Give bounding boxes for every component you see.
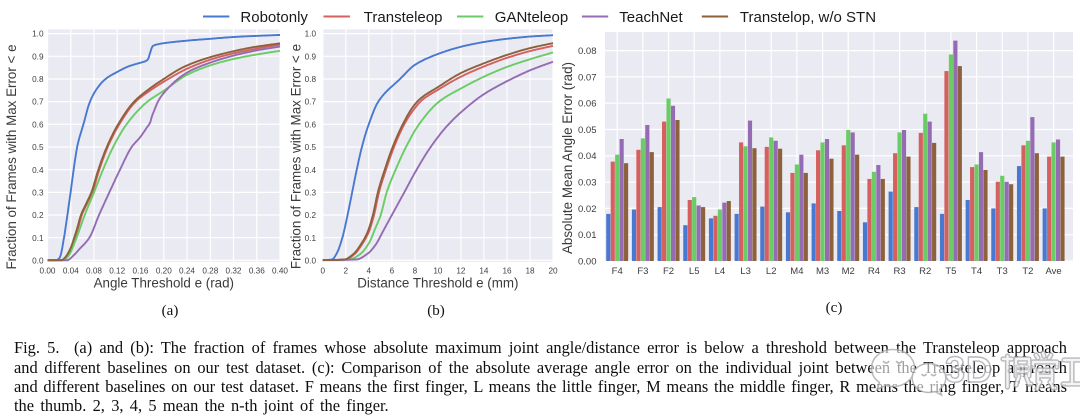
svg-text:0.04: 0.04 [63, 266, 79, 275]
svg-text:GANteleop: GANteleop [495, 9, 568, 26]
svg-text:0.2: 0.2 [32, 211, 44, 220]
svg-text:14: 14 [479, 266, 489, 275]
svg-text:Transteleop: Transteleop [364, 9, 443, 26]
svg-text:M4: M4 [790, 266, 803, 277]
svg-text:1.0: 1.0 [32, 30, 44, 39]
svg-text:R3: R3 [894, 266, 906, 277]
svg-text:12: 12 [456, 266, 466, 275]
svg-text:Absolute Mean Angle Error (rad: Absolute Mean Angle Error (rad) [560, 62, 575, 254]
svg-text:T3: T3 [997, 266, 1008, 277]
svg-text:Distance Threshold e (mm): Distance Threshold e (mm) [357, 275, 518, 290]
svg-text:Robotonly: Robotonly [240, 9, 308, 26]
svg-text:R4: R4 [868, 266, 880, 277]
svg-text:Transtelop, w/o STN: Transtelop, w/o STN [740, 9, 876, 26]
svg-text:0.6: 0.6 [32, 120, 44, 129]
svg-text:R2: R2 [919, 266, 931, 277]
svg-text:10: 10 [433, 266, 443, 275]
svg-text:(b): (b) [427, 303, 445, 319]
svg-text:F4: F4 [612, 266, 623, 277]
svg-text:0.24: 0.24 [179, 266, 195, 275]
svg-text:0.2: 0.2 [305, 211, 317, 220]
svg-text:0.32: 0.32 [226, 266, 242, 275]
svg-text:0.28: 0.28 [202, 266, 218, 275]
svg-text:0.5: 0.5 [32, 143, 44, 152]
svg-text:0.20: 0.20 [156, 266, 172, 275]
svg-text:0.0: 0.0 [32, 257, 44, 266]
svg-text:Angle Threshold e (rad): Angle Threshold e (rad) [94, 275, 234, 290]
svg-text:(a): (a) [162, 303, 179, 319]
svg-text:0.04: 0.04 [578, 151, 597, 162]
svg-text:T5: T5 [945, 266, 956, 277]
svg-text:0.12: 0.12 [109, 266, 125, 275]
svg-text:L4: L4 [715, 266, 726, 277]
svg-text:0.16: 0.16 [133, 266, 149, 275]
svg-text:F3: F3 [637, 266, 648, 277]
svg-text:0.36: 0.36 [249, 266, 265, 275]
svg-text:L2: L2 [766, 266, 777, 277]
svg-text:0.01: 0.01 [578, 230, 597, 241]
svg-text:0.08: 0.08 [578, 46, 597, 57]
svg-text:T2: T2 [1022, 266, 1033, 277]
svg-text:M2: M2 [842, 266, 855, 277]
svg-text:0.02: 0.02 [578, 204, 597, 215]
svg-text:18: 18 [525, 266, 535, 275]
svg-text:0.0: 0.0 [305, 257, 317, 266]
svg-text:16: 16 [502, 266, 512, 275]
svg-text:F2: F2 [663, 266, 674, 277]
svg-text:0.08: 0.08 [86, 266, 102, 275]
svg-text:Ave: Ave [1045, 266, 1061, 277]
svg-text:2: 2 [344, 266, 349, 275]
svg-text:6: 6 [390, 266, 395, 275]
svg-text:0: 0 [321, 266, 326, 275]
svg-text:M3: M3 [816, 266, 829, 277]
svg-text:0.05: 0.05 [578, 125, 597, 136]
svg-text:T4: T4 [971, 266, 982, 277]
svg-text:0.7: 0.7 [32, 98, 44, 107]
svg-text:0.7: 0.7 [305, 98, 317, 107]
svg-text:0.4: 0.4 [305, 166, 317, 175]
svg-text:8: 8 [413, 266, 418, 275]
svg-text:Fraction of Frames with Max Er: Fraction of Frames with Max Error < e [289, 44, 304, 269]
svg-text:0.40: 0.40 [272, 266, 288, 275]
svg-text:20: 20 [548, 266, 558, 275]
svg-text:0.9: 0.9 [32, 52, 44, 61]
svg-text:(c): (c) [826, 300, 843, 316]
svg-text:0.8: 0.8 [305, 75, 317, 84]
svg-text:0.4: 0.4 [32, 166, 44, 175]
svg-text:0.1: 0.1 [32, 234, 44, 243]
svg-text:0.3: 0.3 [305, 189, 317, 198]
svg-text:L5: L5 [689, 266, 700, 277]
svg-text:4: 4 [367, 266, 372, 275]
svg-text:Fraction of Frames with Max Er: Fraction of Frames with Max Error < e [4, 44, 19, 269]
svg-text:0.00: 0.00 [578, 256, 597, 267]
svg-text:0.8: 0.8 [32, 75, 44, 84]
svg-text:0.5: 0.5 [305, 143, 317, 152]
svg-text:0.9: 0.9 [305, 52, 317, 61]
svg-text:0.3: 0.3 [32, 189, 44, 198]
svg-text:0.6: 0.6 [305, 120, 317, 129]
svg-text:0.00: 0.00 [40, 266, 56, 275]
svg-text:0.06: 0.06 [578, 99, 597, 110]
svg-text:0.1: 0.1 [305, 234, 317, 243]
svg-text:L3: L3 [740, 266, 751, 277]
svg-text:0.03: 0.03 [578, 178, 597, 189]
svg-text:TeachNet: TeachNet [619, 9, 683, 26]
svg-text:1.0: 1.0 [305, 30, 317, 39]
svg-text:0.07: 0.07 [578, 72, 597, 83]
